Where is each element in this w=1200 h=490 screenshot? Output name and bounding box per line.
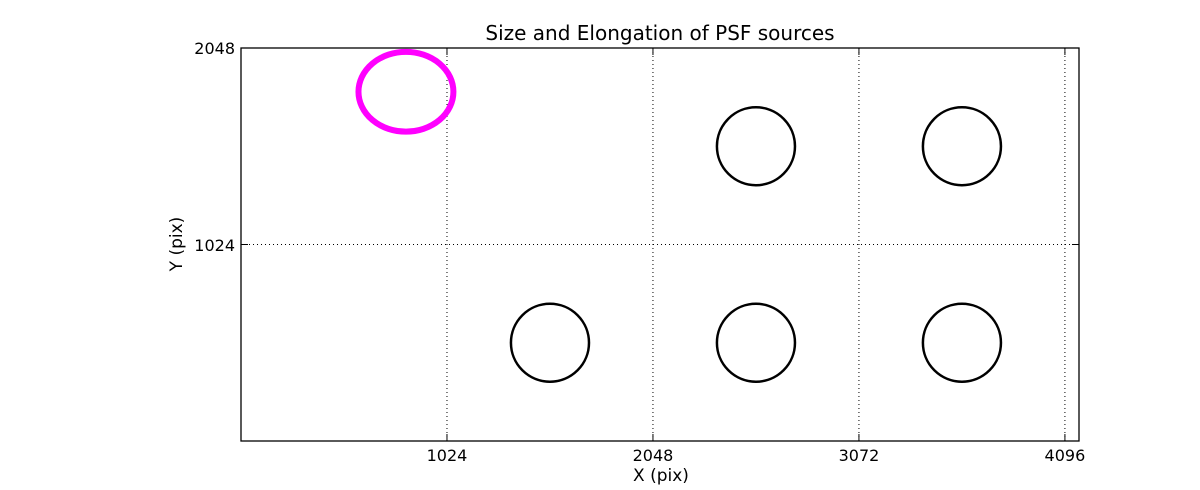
psf-source-ellipse (715, 106, 797, 187)
chart-title: Size and Elongation of PSF sources (485, 21, 835, 45)
x-axis-label: X (pix) (633, 466, 689, 486)
axes-spines (240, 47, 1080, 442)
x-tick-label: 3072 (838, 446, 880, 465)
psf-source-ellipse (509, 302, 591, 383)
psf-source-ellipse-highlighted (355, 48, 457, 135)
x-tick-label: 2048 (632, 446, 674, 465)
y-tick-label: 1024 (194, 235, 235, 255)
psf-source-ellipse (921, 106, 1003, 187)
x-tick-label: 4096 (1044, 446, 1086, 465)
psf-source-ellipse (715, 302, 797, 383)
psf-source-ellipse (921, 302, 1003, 383)
x-tick-label: 1024 (426, 446, 468, 465)
y-tick-label: 2048 (194, 39, 235, 58)
